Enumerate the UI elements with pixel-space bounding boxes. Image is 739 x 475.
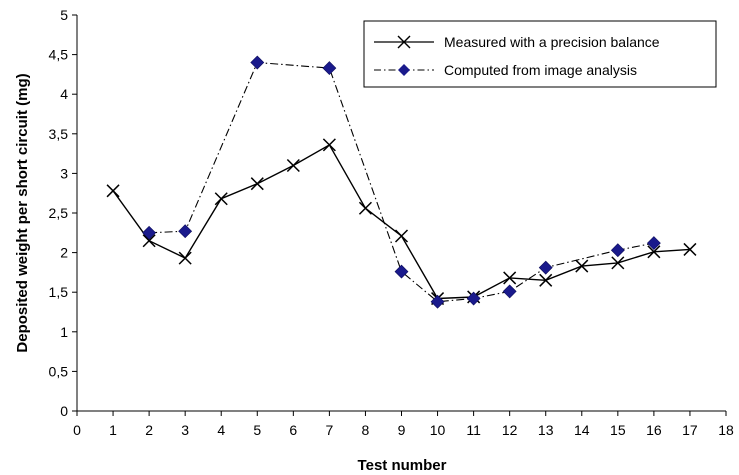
y-tick-label: 4 xyxy=(60,86,68,102)
data-point-diamond-marker xyxy=(250,55,265,70)
data-point-x-marker xyxy=(539,273,553,287)
data-point-diamond-marker xyxy=(610,243,625,258)
data-point-x-marker xyxy=(214,192,228,206)
legend: Measured with a precision balance Comput… xyxy=(363,20,717,88)
data-point-diamond-marker xyxy=(430,294,445,309)
y-tick-label: 5 xyxy=(60,7,68,23)
data-point-x-marker xyxy=(106,184,120,198)
series-computed xyxy=(142,55,661,309)
data-point-x-marker xyxy=(575,259,589,273)
data-point-diamond-marker xyxy=(538,260,553,275)
x-tick-label: 3 xyxy=(181,422,189,438)
y-tick-label: 0 xyxy=(60,403,68,419)
x-tick-label: 18 xyxy=(718,422,734,438)
x-tick-label: 4 xyxy=(217,422,225,438)
y-axis-title: Deposited weight per short circuit (mg) xyxy=(14,73,31,352)
legend-marker-computed xyxy=(398,64,410,76)
x-tick-label: 15 xyxy=(610,422,626,438)
data-point-x-marker xyxy=(503,271,517,285)
x-tick-label: 5 xyxy=(253,422,261,438)
data-point-x-marker xyxy=(250,177,264,191)
y-tick-label: 2 xyxy=(60,245,68,261)
x-tick-label: 1 xyxy=(109,422,117,438)
y-axis-ticks: 0 0,5 1 1,5 2 2,5 3 3,5 4 4,5 5 xyxy=(49,7,77,419)
legend-box xyxy=(363,20,717,88)
x-tick-label: 9 xyxy=(398,422,406,438)
y-tick-label: 4,5 xyxy=(49,47,69,63)
y-tick-label: 2,5 xyxy=(49,205,69,221)
data-point-diamond-marker xyxy=(178,224,193,239)
data-point-diamond-marker xyxy=(142,225,157,240)
data-point-x-marker xyxy=(286,158,300,173)
x-axis-ticks: 0 1 2 3 4 5 6 7 8 9 10 11 12 13 14 15 16 17 18 xyxy=(73,411,734,438)
x-tick-label: 14 xyxy=(574,422,590,438)
y-tick-label: 3,5 xyxy=(49,126,69,142)
x-tick-label: 13 xyxy=(538,422,554,438)
data-point-x-marker xyxy=(142,234,156,248)
data-point-x-marker xyxy=(611,256,625,270)
data-point-x-marker xyxy=(647,245,661,259)
x-tick-label: 17 xyxy=(682,422,698,438)
data-point-diamond-marker xyxy=(466,291,481,306)
data-point-diamond-marker xyxy=(646,236,661,251)
y-tick-label: 1 xyxy=(60,324,68,340)
x-tick-label: 7 xyxy=(325,422,333,438)
x-tick-label: 6 xyxy=(289,422,297,438)
data-point-x-marker xyxy=(178,251,192,265)
series-layer xyxy=(106,55,697,309)
x-tick-label: 2 xyxy=(145,422,153,438)
data-point-diamond-marker xyxy=(322,61,337,75)
series-measured xyxy=(106,138,697,306)
x-tick-label: 12 xyxy=(502,422,518,438)
legend-marker-measured xyxy=(397,35,411,49)
x-axis-title: Test number xyxy=(358,457,447,474)
data-point-diamond-marker xyxy=(502,284,517,299)
data-point-x-marker xyxy=(322,138,336,152)
data-point-x-marker xyxy=(683,242,697,256)
legend-label-measured: Measured with a precision balance xyxy=(444,34,660,50)
x-tick-label: 10 xyxy=(430,422,446,438)
x-tick-label: 8 xyxy=(362,422,370,438)
data-point-x-marker xyxy=(394,229,409,243)
y-tick-label: 0,5 xyxy=(49,363,69,379)
x-tick-label: 11 xyxy=(466,422,481,438)
x-tick-label: 16 xyxy=(646,422,662,438)
y-tick-label: 1,5 xyxy=(49,284,69,300)
data-point-x-marker xyxy=(358,201,372,215)
x-tick-label: 0 xyxy=(73,422,81,438)
data-point-diamond-marker xyxy=(394,264,409,279)
y-tick-label: 3 xyxy=(60,165,68,181)
legend-label-computed: Computed from image analysis xyxy=(444,62,637,78)
